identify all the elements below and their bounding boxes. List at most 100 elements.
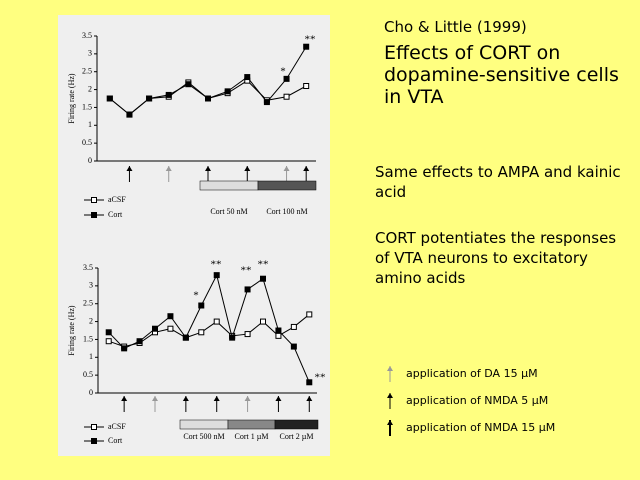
annotation: ** bbox=[305, 34, 316, 46]
data-point bbox=[306, 379, 313, 386]
data-point bbox=[198, 302, 205, 309]
data-point bbox=[126, 111, 133, 118]
data-point bbox=[105, 338, 112, 345]
y-tick-label: 2.5 bbox=[82, 67, 92, 76]
data-point bbox=[146, 95, 153, 102]
legend-marker bbox=[91, 212, 97, 218]
data-point bbox=[275, 327, 282, 334]
treatment-bar bbox=[179, 419, 229, 430]
data-point bbox=[290, 323, 297, 330]
legend-label: Cort bbox=[108, 436, 123, 445]
arrow-head bbox=[387, 366, 393, 371]
y-axis-label: Firing rate (Hz) bbox=[67, 305, 76, 356]
annotation: ** bbox=[241, 265, 252, 277]
data-point bbox=[303, 83, 310, 89]
arrow-head bbox=[152, 396, 158, 401]
legend-marker bbox=[91, 438, 97, 444]
data-point bbox=[244, 286, 251, 293]
data-point bbox=[136, 338, 143, 345]
arrow-head bbox=[205, 166, 211, 171]
data-point bbox=[106, 95, 113, 102]
data-point bbox=[260, 318, 266, 325]
data-point bbox=[182, 334, 189, 341]
arrow-head bbox=[387, 420, 393, 425]
data-point bbox=[290, 343, 297, 350]
data-point bbox=[167, 325, 174, 332]
y-tick-label: 1.5 bbox=[82, 102, 92, 111]
data-point bbox=[105, 329, 112, 336]
treatment-label: Cort 1 µM bbox=[235, 432, 269, 441]
data-point bbox=[303, 43, 310, 50]
arrow-head bbox=[303, 166, 310, 171]
legend-marker bbox=[91, 424, 97, 430]
treatment-label: Cort 500 nM bbox=[183, 432, 224, 441]
annotation: ** bbox=[211, 259, 222, 271]
data-point bbox=[263, 99, 270, 106]
data-point bbox=[260, 275, 266, 282]
data-point bbox=[167, 313, 174, 320]
arrow-head bbox=[244, 166, 251, 171]
y-tick-label: 1 bbox=[89, 352, 93, 361]
data-point bbox=[283, 93, 290, 100]
arrow-head bbox=[275, 396, 282, 401]
data-point bbox=[205, 95, 211, 102]
treatment-bar bbox=[274, 419, 319, 430]
annotation: ** bbox=[315, 372, 326, 384]
y-tick-label: 0.5 bbox=[83, 370, 93, 379]
data-point bbox=[121, 345, 128, 352]
treatment-label: Cort 2 µM bbox=[280, 432, 314, 441]
annotation: * bbox=[193, 290, 199, 302]
data-point bbox=[275, 332, 282, 339]
y-tick-label: 0 bbox=[89, 388, 93, 397]
legend-label: Cort bbox=[108, 210, 123, 219]
arrow-head bbox=[244, 396, 251, 401]
y-tick-label: 2.5 bbox=[83, 299, 93, 308]
data-point bbox=[229, 334, 236, 341]
data-point bbox=[213, 272, 220, 279]
treatment-label: Cort 50 nM bbox=[210, 207, 247, 216]
arrow-head bbox=[182, 396, 189, 401]
treatment-label: Cort 100 nM bbox=[266, 207, 307, 216]
legend-label: aCSF bbox=[108, 422, 126, 431]
point: CORT potentiates the responses of VTA ne… bbox=[375, 229, 617, 287]
annotation: * bbox=[280, 66, 286, 78]
y-tick-label: 2 bbox=[89, 316, 93, 325]
arrow-head bbox=[213, 396, 220, 401]
data-point bbox=[283, 75, 290, 82]
arrow-head bbox=[283, 166, 290, 171]
y-tick-label: 2 bbox=[88, 84, 92, 93]
arrow-head bbox=[387, 393, 393, 398]
data-point bbox=[244, 331, 251, 338]
data-point bbox=[198, 329, 205, 336]
arrow-head bbox=[121, 396, 128, 401]
treatment-bar bbox=[257, 180, 317, 191]
treatment-bar bbox=[227, 419, 276, 430]
y-tick-label: 3 bbox=[89, 281, 93, 290]
y-tick-label: 3.5 bbox=[82, 31, 92, 40]
data-point bbox=[306, 311, 313, 318]
annotation: ** bbox=[258, 259, 269, 271]
data-point bbox=[152, 325, 158, 332]
arrow-head bbox=[165, 166, 172, 171]
slide-title: Effects of CORT on dopamine-sensitive ce… bbox=[384, 42, 619, 108]
legend-marker bbox=[91, 197, 97, 203]
y-tick-label: 0.5 bbox=[82, 138, 92, 147]
treatment-bar bbox=[199, 180, 259, 191]
key-text: application of NMDA 15 µM bbox=[406, 421, 556, 434]
data-point bbox=[224, 88, 231, 95]
data-point bbox=[244, 74, 251, 81]
y-tick-label: 3 bbox=[88, 49, 92, 58]
point: Same effects to AMPA and kainic acid bbox=[375, 163, 621, 201]
legend-label: aCSF bbox=[108, 195, 126, 204]
data-point bbox=[185, 81, 192, 88]
key-text: application of NMDA 5 µM bbox=[406, 394, 549, 407]
y-tick-label: 1 bbox=[88, 120, 92, 129]
y-tick-label: 3.5 bbox=[83, 263, 93, 272]
y-tick-label: 1.5 bbox=[83, 334, 93, 343]
key-text: application of DA 15 µM bbox=[406, 367, 538, 380]
citation: Cho & Little (1999) bbox=[384, 18, 527, 36]
y-axis-label: Firing rate (Hz) bbox=[67, 73, 76, 124]
data-point bbox=[165, 91, 172, 98]
